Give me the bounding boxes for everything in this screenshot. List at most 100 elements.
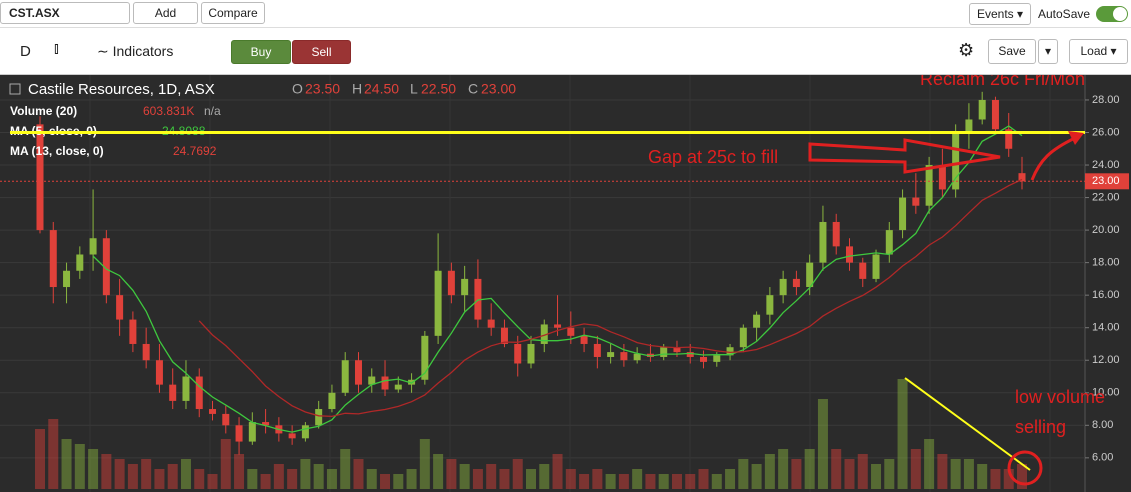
compare-button[interactable]: Compare: [201, 2, 265, 24]
save-menu[interactable]: ▾: [1038, 39, 1058, 64]
second-bar: [0, 28, 1131, 75]
candle-body: [301, 425, 309, 439]
candle-body: [686, 352, 694, 357]
volume-bar: [141, 459, 152, 489]
indicators-button[interactable]: ∼ Indicators: [97, 43, 174, 59]
candle-body: [978, 99, 986, 120]
last-price-box: [1085, 173, 1129, 190]
candle-body: [779, 278, 787, 296]
volume-bar: [924, 439, 935, 489]
candle-body: [76, 254, 84, 271]
candle-body: [845, 246, 853, 263]
volume-bar: [393, 474, 404, 489]
autosave-label: AutoSave: [1038, 7, 1091, 21]
volume-bar: [101, 454, 112, 489]
volume-bar: [499, 469, 510, 489]
annotation: low volume: [1015, 387, 1105, 407]
y-tick-label: 26.00: [1092, 126, 1120, 138]
candle-body: [633, 353, 641, 361]
volume-bar: [552, 454, 563, 489]
candle-body: [89, 238, 97, 255]
candle-body: [912, 197, 920, 206]
volume-value: 603.831K: [143, 104, 194, 118]
candle-body: [527, 343, 535, 364]
volume-bar: [512, 459, 523, 489]
volume-label: Volume (20): [10, 104, 77, 118]
candle-body: [381, 376, 389, 390]
volume-bar: [526, 469, 536, 489]
y-tick-label: 24.00: [1092, 159, 1120, 171]
volume-bar: [645, 474, 656, 489]
volume-bar: [711, 474, 722, 489]
candle-body: [394, 384, 402, 390]
volume-bar: [247, 469, 258, 489]
save-button[interactable]: Save: [988, 39, 1036, 64]
volume-bar: [340, 449, 351, 489]
indicators-label: Indicators: [112, 43, 174, 59]
volume-bar: [871, 464, 882, 489]
volume-bar: [658, 474, 669, 489]
volume-bar: [539, 464, 550, 489]
volume-bar: [194, 469, 205, 489]
volume-bar: [685, 474, 696, 489]
sell-button[interactable]: Sell: [292, 40, 351, 64]
y-tick-label: 10.00: [1092, 387, 1120, 399]
volume-bar: [419, 439, 430, 489]
annotation: selling: [1015, 417, 1066, 437]
y-tick-label: 12.00: [1092, 354, 1120, 366]
volume-bar: [380, 474, 391, 489]
events-button[interactable]: Events ▾: [969, 3, 1031, 25]
volume-bar: [433, 454, 444, 489]
volume-bar: [180, 459, 191, 489]
interval[interactable]: D: [20, 43, 31, 60]
volume-bar: [273, 464, 284, 489]
collapse-icon[interactable]: [9, 83, 21, 95]
volume-bar: [937, 454, 948, 489]
y-tick-label: 20.00: [1092, 224, 1120, 236]
volume-bar: [207, 474, 218, 489]
volume-bar: [1003, 469, 1014, 489]
candle-body: [235, 425, 243, 442]
candle-body: [434, 270, 442, 336]
volume-bar: [671, 474, 682, 489]
candle-body: [328, 392, 336, 410]
volume-bar: [260, 474, 271, 489]
volume-bar: [592, 469, 603, 489]
add-button[interactable]: Add: [133, 2, 198, 24]
candle-body: [899, 197, 907, 231]
settings-icon[interactable]: ⚙: [958, 40, 975, 60]
volume-bar: [579, 474, 590, 489]
symbol-input[interactable]: CST.ASX: [0, 2, 130, 24]
candle-body: [580, 335, 588, 344]
h-value: 24.50: [364, 81, 399, 97]
y-tick-label: 28.00: [1092, 94, 1120, 106]
volume-bar: [446, 459, 457, 489]
candle-body: [354, 360, 362, 385]
candle-body: [859, 262, 867, 279]
y-tick-label: 14.00: [1092, 322, 1120, 334]
volume-bar: [725, 469, 736, 489]
candle-body: [554, 324, 562, 328]
volume-bar: [605, 474, 616, 489]
arrow-head: [1068, 131, 1084, 145]
candle-body: [341, 360, 349, 393]
volume-bar: [234, 454, 245, 489]
candle-body: [248, 422, 256, 442]
candle-body: [262, 422, 270, 426]
candle-body: [726, 347, 734, 356]
volume-bar: [74, 444, 85, 489]
candle-body: [872, 254, 880, 279]
candle-body: [421, 335, 429, 380]
autosave-toggle[interactable]: [1096, 6, 1128, 22]
volume-bar: [831, 449, 842, 489]
candle-body: [965, 119, 973, 133]
buy-button[interactable]: Buy: [231, 40, 291, 64]
volume-bar: [910, 449, 921, 489]
chart-style-icon[interactable]: ⫾: [54, 40, 59, 57]
volume-bar: [88, 449, 99, 489]
candle-body: [155, 360, 163, 385]
load-button[interactable]: Load ▾: [1069, 39, 1128, 64]
ma-label: MA (13, close, 0): [10, 144, 104, 158]
